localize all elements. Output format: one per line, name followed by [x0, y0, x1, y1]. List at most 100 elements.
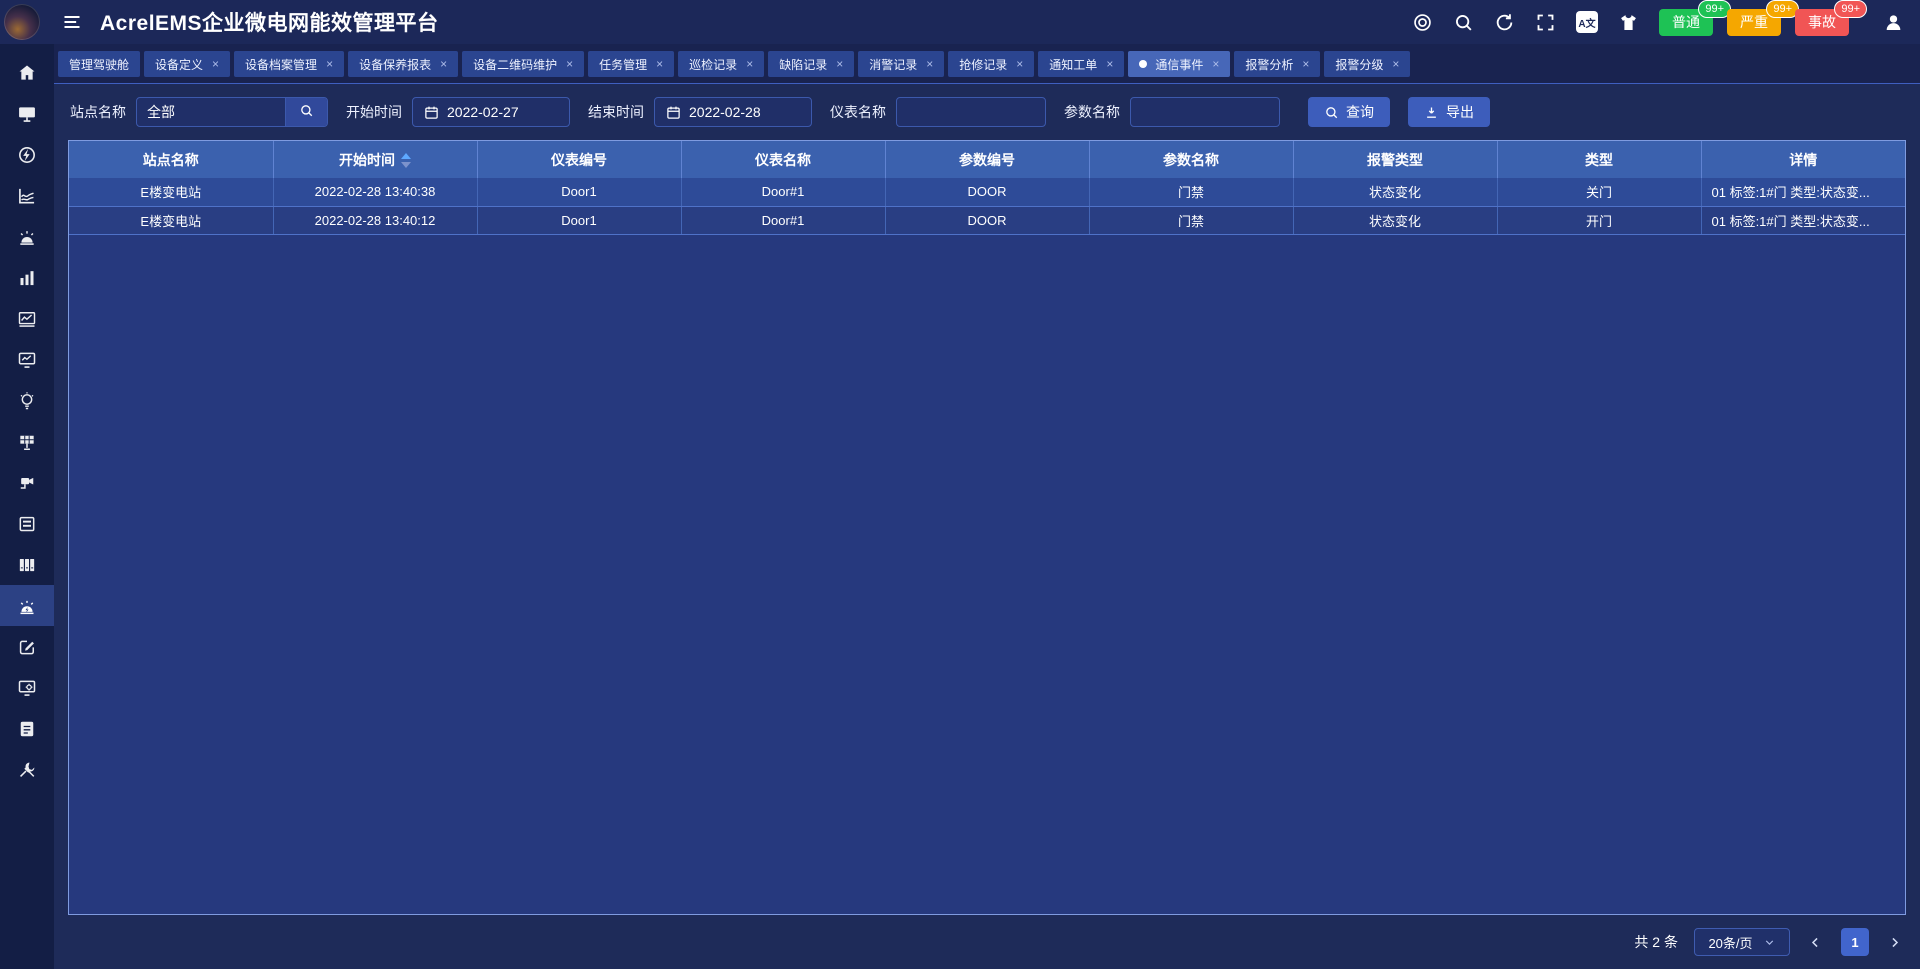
cabinet-icon	[17, 514, 37, 534]
tab-item[interactable]: 设备保养报表 ×	[348, 51, 459, 77]
header-toolbar: A文 普通 99+ 严重 99+ 事故 99+	[1412, 0, 1904, 36]
tab-close-icon[interactable]: ×	[1392, 57, 1400, 71]
sidebar-item-energy[interactable]	[0, 134, 54, 175]
sidebar-item-monitor[interactable]	[0, 93, 54, 134]
sidebar-item-line-chart[interactable]	[0, 298, 54, 339]
target-icon[interactable]	[1412, 12, 1433, 33]
tab-close-icon[interactable]: ×	[836, 57, 844, 71]
query-button[interactable]: 查询	[1308, 97, 1390, 127]
sort-arrows-icon[interactable]	[401, 153, 411, 169]
tab-item[interactable]: 管理驾驶舱	[58, 51, 141, 77]
next-page-button[interactable]	[1885, 933, 1904, 952]
column-header[interactable]: 参数名称	[1089, 141, 1294, 178]
tab-item[interactable]: 通知工单 ×	[1038, 51, 1125, 77]
sidebar-item-screen-gear[interactable]	[0, 667, 54, 708]
sidebar-item-cctv[interactable]	[0, 462, 54, 503]
tab-item[interactable]: 消警记录 ×	[858, 51, 945, 77]
column-header[interactable]: 仪表编号	[477, 141, 682, 178]
column-header-label: 参数名称	[1163, 151, 1219, 168]
sidebar-item-bar-chart[interactable]	[0, 257, 54, 298]
tab-item[interactable]: 缺陷记录 ×	[768, 51, 855, 77]
sidebar-item-alarm-event[interactable]	[0, 585, 54, 626]
sidebar-item-alarm[interactable]	[0, 216, 54, 257]
sidebar-item-archive[interactable]	[0, 544, 54, 585]
tab-close-icon[interactable]: ×	[1106, 57, 1114, 71]
theme-shirt-icon[interactable]	[1618, 12, 1639, 33]
end-date-picker[interactable]: 2022-02-28	[654, 97, 812, 127]
tab-close-icon[interactable]: ×	[1212, 57, 1220, 71]
column-header[interactable]: 参数编号	[885, 141, 1090, 178]
tools-icon	[17, 760, 37, 780]
tab-close-icon[interactable]: ×	[566, 57, 574, 71]
table-cell: DOOR	[885, 178, 1090, 207]
column-header[interactable]: 仪表名称	[681, 141, 886, 178]
tab-item[interactable]: 巡检记录 ×	[678, 51, 765, 77]
tab-close-icon[interactable]: ×	[746, 57, 754, 71]
alarm-status-button[interactable]: 严重 99+	[1727, 0, 1799, 36]
sidebar-item-edit[interactable]	[0, 626, 54, 667]
sidebar-item-bulb[interactable]	[0, 380, 54, 421]
column-header[interactable]: 类型	[1497, 141, 1702, 178]
user-icon[interactable]	[1883, 12, 1904, 33]
sidebar-item-document[interactable]	[0, 708, 54, 749]
prev-page-button[interactable]	[1806, 933, 1825, 952]
page-size-select[interactable]: 20条/页	[1694, 928, 1790, 956]
sidebar-item-solar-panel[interactable]	[0, 421, 54, 462]
tab-item[interactable]: 设备档案管理 ×	[234, 51, 345, 77]
tab-close-icon[interactable]: ×	[212, 57, 220, 71]
sidebar-item-monitor-chart[interactable]	[0, 339, 54, 380]
table-cell: Door#1	[681, 178, 886, 207]
home-icon	[17, 63, 37, 83]
sidebar-item-home[interactable]	[0, 52, 54, 93]
table-cell: 状态变化	[1293, 206, 1498, 235]
menu-icon[interactable]	[62, 12, 82, 32]
tab-item[interactable]: 报警分析 ×	[1234, 51, 1321, 77]
tab-close-icon[interactable]: ×	[326, 57, 334, 71]
export-button-label: 导出	[1446, 104, 1474, 120]
alarm-status-button[interactable]: 普通 99+	[1659, 0, 1731, 36]
site-search-button[interactable]	[285, 98, 327, 126]
tab-label: 报警分级	[1335, 57, 1384, 72]
table-row[interactable]: E楼变电站 2022-02-28 13:40:12 Door1 Door#1 DOOR 门…	[69, 206, 1905, 235]
site-name-input[interactable]	[137, 98, 285, 126]
tab-item-active[interactable]: 通信事件 ×	[1128, 51, 1231, 77]
tab-label: 缺陷记录	[779, 57, 828, 72]
tab-item[interactable]: 报警分级 ×	[1324, 51, 1411, 77]
tab-item[interactable]: 任务管理 ×	[588, 51, 675, 77]
sidebar-item-curve-report[interactable]	[0, 175, 54, 216]
tab-item[interactable]: 设备定义 ×	[144, 51, 231, 77]
events-table: 站点名称 开始时间 仪表编号 仪表名称 参数编号 参数名称 报警类型 类型 详情 E楼变电站 20…	[69, 141, 1905, 235]
fullscreen-icon[interactable]	[1535, 12, 1556, 33]
translate-icon[interactable]: A文	[1576, 11, 1598, 33]
column-header[interactable]: 报警类型	[1293, 141, 1498, 178]
avatar[interactable]	[4, 4, 40, 40]
sidebar-item-tools[interactable]	[0, 749, 54, 790]
tab-close-icon[interactable]: ×	[926, 57, 934, 71]
page-number-button[interactable]: 1	[1841, 928, 1869, 956]
chevron-left-icon	[1808, 935, 1823, 950]
search-icon[interactable]	[1453, 12, 1474, 33]
tab-close-icon[interactable]: ×	[440, 57, 448, 71]
refresh-icon[interactable]	[1494, 12, 1515, 33]
start-date-picker[interactable]: 2022-02-27	[412, 97, 570, 127]
tab-close-icon[interactable]: ×	[656, 57, 664, 71]
sidebar-item-cabinet[interactable]	[0, 503, 54, 544]
meter-name-input[interactable]	[897, 98, 1045, 126]
alarm-status-button[interactable]: 事故 99+	[1795, 0, 1867, 36]
table-row[interactable]: E楼变电站 2022-02-28 13:40:38 Door1 Door#1 DOOR 门…	[69, 178, 1905, 207]
column-header[interactable]: 站点名称	[69, 141, 274, 178]
column-header[interactable]: 开始时间	[273, 141, 478, 178]
start-date-value: 2022-02-27	[447, 104, 519, 120]
tab-close-icon[interactable]: ×	[1302, 57, 1310, 71]
tab-item[interactable]: 抢修记录 ×	[948, 51, 1035, 77]
tab-close-icon[interactable]: ×	[1016, 57, 1024, 71]
tab-label: 通信事件	[1155, 57, 1204, 72]
calendar-icon	[424, 105, 439, 120]
column-header[interactable]: 详情	[1701, 141, 1905, 178]
export-button[interactable]: 导出	[1408, 97, 1490, 127]
param-name-input[interactable]	[1131, 98, 1279, 126]
tab-item[interactable]: 设备二维码维护 ×	[462, 51, 585, 77]
download-icon	[1424, 105, 1439, 120]
solar-panel-icon	[17, 432, 37, 452]
